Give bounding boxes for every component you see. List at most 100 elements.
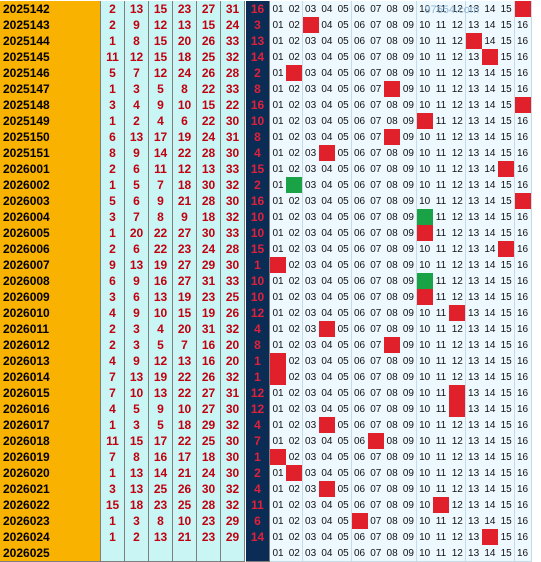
blue-ball-number (246, 545, 270, 562)
trend-number-cell: 14 (481, 17, 499, 34)
trend-number-cell: 06 (351, 497, 369, 514)
trend-number-cell: 11 (433, 129, 450, 146)
trend-number-cell: 01 (270, 273, 287, 290)
red-ball-number: 19 (173, 129, 197, 146)
red-ball-number: 27 (173, 225, 197, 242)
trend-number-cell: 01 (270, 337, 287, 354)
trend-number-cell: 10 (416, 177, 434, 194)
trend-number-cell: 06 (351, 369, 369, 386)
blue-ball-number: 2 (246, 177, 270, 194)
table-row: 2026013 4 9 12 13 16 20 1 01 02 03 04 05 06 07 08 09 10 11… (0, 353, 541, 370)
period-number: 2026007 (0, 257, 101, 274)
period-number: 2026024 (0, 529, 101, 546)
red-ball-number: 19 (197, 305, 221, 322)
red-ball-number: 12 (149, 17, 173, 34)
trend-number-cell: 01 (270, 529, 287, 546)
trend-number-cell: 08 (384, 17, 402, 34)
trend-number-cell: 08 (384, 353, 402, 370)
red-ball-number: 27 (173, 273, 197, 290)
trend-number-cell: 04 (318, 129, 336, 146)
blue-ball-number: 14 (246, 49, 270, 66)
trend-number-cell: 09 (400, 1, 418, 18)
red-ball-number: 8 (125, 449, 149, 466)
trend-number-cell: 05 (335, 433, 353, 450)
red-ball-number: 20 (221, 337, 245, 354)
trend-number-cell: 13 (465, 433, 483, 450)
trend-number-cell: 12 (449, 289, 467, 306)
trend-number-cell: 12 (449, 433, 467, 450)
trend-number-cell: 01 (270, 161, 287, 178)
trend-number-cell: 16 (514, 481, 532, 498)
trend-number-cell: 02 (286, 481, 304, 498)
red-ball-number: 10 (173, 97, 197, 114)
trend-number-cell: 09 (400, 193, 418, 210)
red-ball-number: 12 (125, 49, 149, 66)
trend-number-cell: 15 (498, 401, 516, 418)
red-ball-number: 15 (101, 497, 125, 514)
trend-number-cell: 15 (498, 513, 516, 530)
red-ball-number: 11 (101, 49, 125, 66)
trend-number-cell: 01 (270, 145, 287, 162)
red-ball-number: 24 (197, 465, 221, 482)
trend-number-cell: 06 (351, 49, 369, 66)
trend-number-cell: 07 (367, 369, 385, 386)
trend-number-cell: 11 (433, 273, 450, 290)
trend-number-cell: 12 (449, 305, 467, 322)
trend-number-cell: 06 (351, 113, 369, 130)
red-ball-number: 21 (173, 193, 197, 210)
red-ball-number: 5 (149, 81, 173, 98)
red-ball-number: 1 (101, 417, 125, 434)
trend-number-cell: 16 (514, 33, 532, 50)
trend-number-cell: 01 (270, 65, 287, 82)
trend-number-cell: 04 (318, 497, 336, 514)
period-number: 2026006 (0, 241, 101, 258)
trend-number-cell: 16 (514, 305, 532, 322)
red-ball-number: 9 (149, 193, 173, 210)
red-ball-number: 3 (125, 337, 149, 354)
trend-number-cell: 01 (270, 225, 287, 242)
trend-number-cell: 03 (302, 129, 320, 146)
trend-number-cell: 04 (318, 529, 336, 546)
red-ball-number: 32 (221, 497, 245, 514)
trend-number-cell: 06 (351, 529, 369, 546)
trend-number-cell: 16 (514, 497, 532, 514)
trend-number-cell: 11 (433, 401, 450, 418)
trend-number-cell: 13 (465, 209, 483, 226)
trend-number-cell: 10 (416, 529, 434, 546)
red-ball-number: 18 (173, 49, 197, 66)
trend-number-cell: 07 (367, 513, 385, 530)
trend-number-cell: 14 (481, 417, 499, 434)
trend-number-cell: 14 (481, 545, 499, 562)
trend-number-cell: 14 (481, 353, 499, 370)
red-ball-number: 30 (197, 481, 221, 498)
blue-ball-number: 10 (246, 209, 270, 226)
trend-number-cell: 03 (302, 401, 320, 418)
red-ball-number: 5 (149, 417, 173, 434)
trend-number-cell: 06 (351, 145, 369, 162)
period-number: 2026010 (0, 305, 101, 322)
trend-number-cell: 01 (270, 33, 287, 50)
trend-number-cell: 16 (514, 401, 532, 418)
trend-number-cell: 09 (400, 449, 418, 466)
trend-number-cell: 11 (433, 321, 450, 338)
trend-number-cell: 14 (481, 257, 499, 274)
trend-number-cell: 02 (286, 305, 304, 322)
trend-number-cell: 13 (465, 161, 483, 178)
trend-number-cell: 02 (286, 385, 304, 402)
trend-number-cell: 07 (367, 385, 385, 402)
trend-number-cell: 04 (318, 385, 336, 402)
red-ball-number: 12 (149, 65, 173, 82)
blue-ball-number: 3 (246, 17, 270, 34)
trend-number-cell: 09 (400, 369, 418, 386)
trend-number-cell: 04 (318, 193, 336, 210)
trend-number-cell: 05 (335, 81, 353, 98)
trend-number-cell: 15 (498, 241, 516, 258)
trend-number-cell: 12 (449, 465, 467, 482)
trend-number-cell: 06 (351, 97, 369, 114)
red-ball-number: 22 (197, 81, 221, 98)
red-ball-number: 31 (221, 1, 245, 18)
trend-number-cell: 12 (449, 369, 467, 386)
red-ball-number (197, 545, 221, 562)
trend-number-cell: 13 (465, 113, 483, 130)
trend-number-cell: 13 (465, 481, 483, 498)
